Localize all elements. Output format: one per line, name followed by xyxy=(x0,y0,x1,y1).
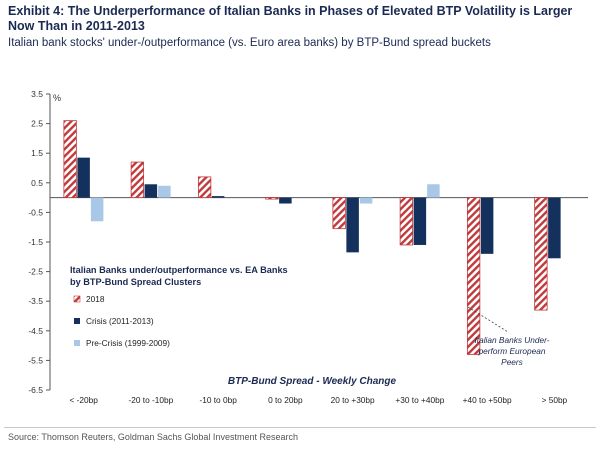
x-tick-label: -20 to -10bp xyxy=(129,395,174,405)
legend-label: 2018 xyxy=(86,294,105,304)
bar-2018 xyxy=(265,197,279,200)
bar-precrisis xyxy=(90,197,104,222)
legend-title-line2: by BTP-Bund Spread Clusters xyxy=(70,277,201,287)
y-tick-label: -1.5 xyxy=(28,237,43,247)
y-tick-label: -3.5 xyxy=(28,296,43,306)
bar-crisis xyxy=(346,197,359,253)
chart-title: Exhibit 4: The Underperformance of Itali… xyxy=(8,4,573,33)
bar-2018 xyxy=(399,197,414,246)
y-tick-label: -0.5 xyxy=(28,207,43,217)
bar-2018 xyxy=(130,161,145,199)
y-tick-label: -2.5 xyxy=(28,267,43,277)
bar-crisis xyxy=(413,197,427,245)
bar-2018 xyxy=(332,197,346,230)
bar-crisis xyxy=(144,184,158,198)
bar-crisis xyxy=(279,197,292,204)
y-tick-label: -4.5 xyxy=(28,326,43,336)
y-tick-label: -5.5 xyxy=(28,355,43,365)
y-tick-label: -6.5 xyxy=(28,385,43,395)
legend-label: Pre-Crisis (1999-2009) xyxy=(86,338,170,348)
y-axis-unit: % xyxy=(53,93,61,103)
bar-2018 xyxy=(197,176,212,199)
legend-title-line1: Italian Banks under/outperformance vs. E… xyxy=(70,265,288,275)
y-tick-label: 3.5 xyxy=(31,89,43,99)
legend-swatch xyxy=(73,295,81,303)
bar-2018 xyxy=(534,197,548,311)
x-tick-label: 20 to +30bp xyxy=(331,395,375,405)
chart-subtitle: Italian bank stocks' under-/outperforman… xyxy=(8,37,491,49)
legend-swatch xyxy=(74,340,80,346)
x-tick-label: -10 to 0bp xyxy=(199,395,237,405)
y-tick-label: 2.5 xyxy=(31,119,43,129)
y-tick-label: 1.5 xyxy=(31,148,43,158)
bar-2018 xyxy=(466,197,481,355)
annotation-text: Italian Banks Under- xyxy=(474,335,549,345)
y-tick-label: 0.5 xyxy=(31,178,43,188)
footer-divider xyxy=(4,427,596,428)
legend-label: Crisis (2011-2013) xyxy=(86,316,154,326)
bar-crisis xyxy=(77,157,90,198)
source-note: Source: Thomson Reuters, Goldman Sachs G… xyxy=(8,432,298,442)
bar-2018 xyxy=(63,120,77,198)
bar-crisis xyxy=(548,197,561,259)
x-tick-label: < -20bp xyxy=(69,395,98,405)
bar-precrisis xyxy=(359,197,373,204)
bar-crisis xyxy=(480,197,494,254)
x-tick-label: +30 to +40bp xyxy=(395,395,444,405)
legend-swatch xyxy=(74,318,80,324)
x-tick-label: 0 to 20bp xyxy=(268,395,303,405)
x-axis-title: BTP-Bund Spread - Weekly Change xyxy=(228,376,397,387)
bar-precrisis xyxy=(158,185,171,198)
annotation-text: perform European xyxy=(478,346,546,356)
annotation-text: Peers xyxy=(501,357,523,367)
bar-precrisis xyxy=(427,184,440,198)
x-tick-label: > 50bp xyxy=(542,395,568,405)
x-tick-label: +40 to +50bp xyxy=(463,395,512,405)
bar-crisis xyxy=(211,196,225,198)
